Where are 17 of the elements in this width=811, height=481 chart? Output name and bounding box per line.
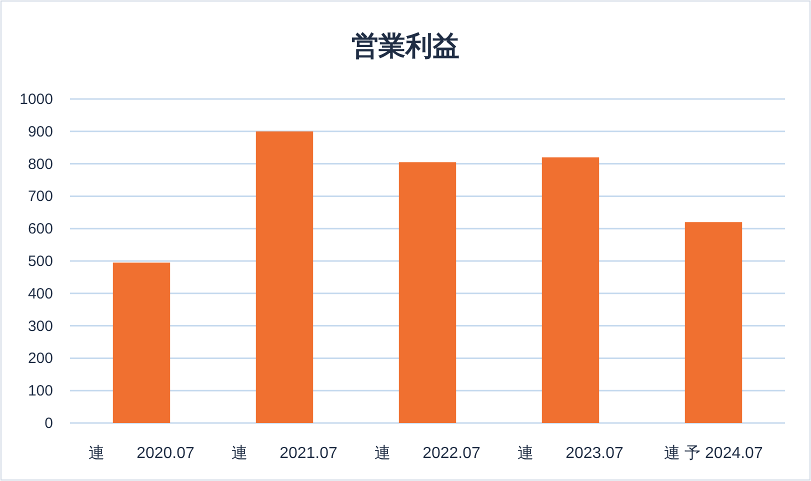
y-tick-label: 500 bbox=[28, 253, 53, 270]
x-tick-label: 連 2020.07 bbox=[88, 444, 195, 462]
x-tick-label: 連 2022.07 bbox=[374, 444, 481, 462]
y-tick-label: 700 bbox=[28, 188, 53, 206]
y-tick-label: 600 bbox=[28, 220, 53, 238]
y-tick-label: 100 bbox=[28, 382, 53, 400]
y-tick-label: 400 bbox=[28, 285, 53, 302]
y-tick-label: 900 bbox=[28, 123, 53, 140]
x-tick-label: 連 2023.07 bbox=[518, 444, 624, 462]
y-tick-label: 800 bbox=[28, 156, 53, 173]
y-tick-label: 200 bbox=[28, 350, 53, 368]
y-tick-label: 0 bbox=[44, 415, 53, 432]
y-tick-label: 1000 bbox=[20, 91, 53, 108]
y-tick-label: 300 bbox=[28, 318, 53, 335]
x-tick-label: 連 予 2024.07 bbox=[664, 444, 763, 462]
x-tick-label: 連 2021.07 bbox=[232, 444, 338, 462]
title: 営業利益 bbox=[352, 31, 460, 61]
